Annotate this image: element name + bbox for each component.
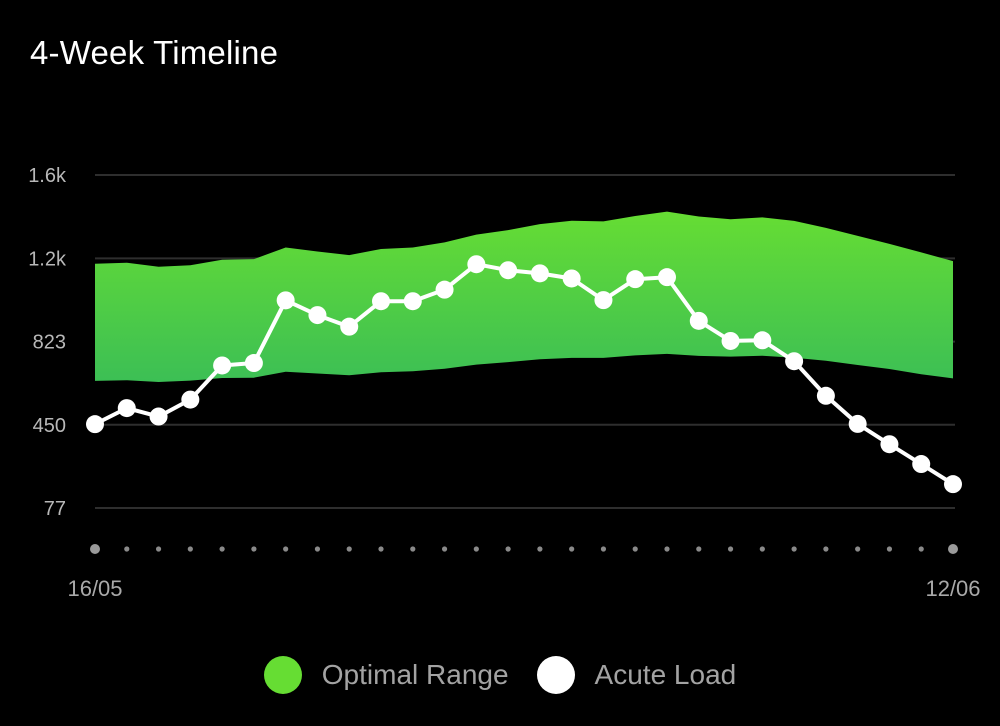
- y-tick-label: 450: [33, 415, 66, 437]
- acute-load-point[interactable]: [149, 407, 168, 426]
- acute-load-point[interactable]: [244, 354, 263, 373]
- y-tick-label: 77: [44, 498, 66, 520]
- x-axis-day-dot: [410, 546, 416, 552]
- optimal-range-swatch: [263, 656, 302, 694]
- y-tick-label: 1.2k: [28, 248, 67, 270]
- legend-label-optimal: Optimal Range: [321, 659, 509, 690]
- acute-load-point[interactable]: [562, 269, 581, 288]
- acute-load-point[interactable]: [372, 292, 390, 311]
- acute-load-point[interactable]: [86, 415, 104, 434]
- x-axis-day-dot: [918, 546, 924, 552]
- chart-legend: Optimal Range Acute Load: [0, 650, 1000, 700]
- x-axis-day-dot: [124, 546, 130, 552]
- x-axis-day-dot: [537, 546, 543, 552]
- x-axis-day-dots: [90, 544, 958, 554]
- acute-load-point[interactable]: [880, 435, 899, 454]
- acute-load-point[interactable]: [785, 352, 804, 371]
- legend-item-acute-load[interactable]: Acute Load: [536, 656, 737, 694]
- x-axis-day-dot: [759, 546, 765, 552]
- x-start-label: 16/05: [67, 576, 122, 601]
- x-axis-day-dot: [90, 544, 100, 554]
- acute-load-point[interactable]: [117, 399, 136, 418]
- x-axis-day-dot: [696, 546, 702, 552]
- optimal-range-area: [95, 211, 953, 382]
- x-axis-day-dot: [314, 546, 321, 552]
- acute-load-points: [86, 255, 962, 494]
- y-axis-ticks: 1.6k 1.2k 823 450 77: [28, 165, 67, 520]
- chart-title: 4-Week Timeline: [30, 34, 279, 71]
- acute-load-point[interactable]: [721, 331, 740, 350]
- y-tick-label: 1.6k: [28, 165, 67, 187]
- legend-item-optimal-range[interactable]: Optimal Range: [263, 656, 509, 694]
- acute-load-point[interactable]: [594, 291, 613, 310]
- x-axis-day-dot: [791, 546, 797, 552]
- x-axis-day-dot: [187, 546, 193, 552]
- acute-load-point[interactable]: [689, 311, 708, 330]
- x-axis-day-dot: [251, 546, 257, 552]
- acute-load-point[interactable]: [276, 291, 295, 310]
- acute-load-point[interactable]: [944, 475, 962, 494]
- acute-load-point[interactable]: [435, 280, 454, 299]
- acute-load-point[interactable]: [658, 268, 676, 287]
- acute-load-point[interactable]: [499, 261, 518, 280]
- x-axis-day-dot: [600, 546, 607, 552]
- acute-load-point[interactable]: [816, 386, 835, 405]
- x-axis-day-dot: [664, 546, 670, 552]
- acute-load-point[interactable]: [467, 255, 486, 274]
- x-axis-day-dot: [378, 546, 384, 552]
- legend-label-acute: Acute Load: [594, 659, 737, 690]
- x-axis-day-dot: [155, 546, 162, 552]
- x-axis-day-dot: [569, 546, 575, 552]
- x-axis-day-dot: [727, 546, 734, 552]
- x-axis-day-dot: [632, 546, 638, 552]
- acute-load-point[interactable]: [308, 306, 327, 325]
- acute-load-point[interactable]: [753, 331, 772, 350]
- x-axis-day-dot: [219, 546, 225, 552]
- x-axis-day-dot: [283, 546, 289, 552]
- acute-load-point[interactable]: [848, 414, 867, 433]
- x-end-label: 12/06: [925, 576, 980, 601]
- acute-load-point[interactable]: [403, 292, 422, 311]
- x-axis-day-dot: [886, 546, 893, 552]
- acute-load-point[interactable]: [340, 317, 359, 336]
- x-axis-day-dot: [823, 546, 829, 552]
- acute-load-point[interactable]: [626, 270, 645, 289]
- x-axis-day-dot: [855, 546, 861, 552]
- acute-load-point[interactable]: [213, 356, 232, 375]
- acute-load-swatch: [536, 656, 575, 694]
- y-tick-label: 823: [33, 332, 66, 354]
- acute-load-point[interactable]: [181, 390, 200, 409]
- x-axis-day-dot: [473, 546, 479, 552]
- x-axis-day-dot: [948, 544, 958, 554]
- x-axis-day-dot: [441, 546, 448, 552]
- acute-load-point[interactable]: [912, 455, 931, 474]
- acute-load-point[interactable]: [530, 264, 549, 283]
- x-axis-day-dot: [346, 546, 352, 552]
- acute-load-line: [94, 262, 955, 486]
- x-axis-day-dot: [505, 546, 511, 552]
